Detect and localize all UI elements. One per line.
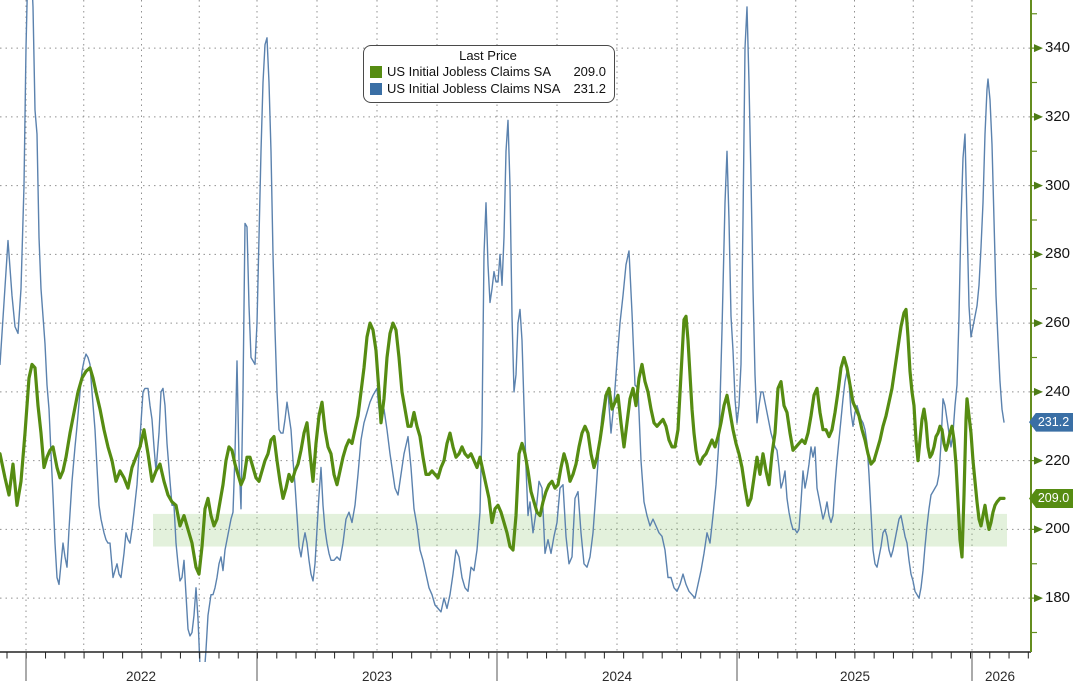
chart-legend: Last Price US Initial Jobless Claims SA … [363, 45, 615, 103]
y-axis-tick-label: 240 [1045, 382, 1071, 400]
y-tick-arrow-icon [1034, 525, 1043, 534]
y-tick-arrow-icon [1034, 181, 1043, 190]
y-tick-arrow-icon [1034, 594, 1043, 603]
legend-title: Last Price [459, 48, 517, 63]
y-axis-tick-label: 180 [1045, 589, 1071, 607]
legend-label-nsa: US Initial Jobless Claims NSA [387, 80, 561, 96]
x-axis-year-label: 2022 [125, 669, 157, 684]
y-axis-tick-label: 200 [1045, 520, 1071, 538]
y-axis-tick-label: 340 [1045, 39, 1071, 57]
gridlines [0, 0, 1031, 652]
legend-value-sa: 209.0 [573, 64, 606, 79]
legend-value-nsa: 231.2 [573, 80, 606, 96]
legend-swatch-nsa-icon [370, 83, 382, 96]
series-sa-line [0, 307, 1006, 576]
y-tick-arrow-icon [1034, 44, 1043, 53]
y-axis-tick-label: 220 [1045, 451, 1071, 469]
x-axis-year-label: 2026 [984, 669, 1016, 684]
y-tick-arrow-icon [1034, 387, 1043, 396]
y-tick-arrow-icon [1034, 112, 1043, 121]
last-price-badge-nsa: 231.2 [1029, 412, 1073, 432]
y-axis-tick-label: 280 [1045, 245, 1071, 263]
last-price-badge-sa: 209.0 [1029, 488, 1073, 508]
y-tick-arrow-icon [1034, 250, 1043, 259]
y-axis-tick-label: 300 [1045, 176, 1071, 194]
x-axis-year-label: 2024 [601, 669, 633, 684]
x-axis-year-label: 2023 [361, 669, 393, 684]
y-axis-tick-label: 320 [1045, 107, 1071, 125]
legend-swatch-sa-icon [370, 66, 382, 79]
x-axis-year-label: 2025 [839, 669, 871, 684]
legend-row-nsa: US Initial Jobless Claims NSA 231.2 [370, 81, 606, 98]
y-axis-tick-label: 260 [1045, 314, 1071, 332]
y-tick-arrow-icon [1034, 319, 1043, 328]
y-axis [1030, 0, 1043, 652]
x-axis [0, 651, 1031, 681]
legend-label-sa: US Initial Jobless Claims SA [387, 64, 551, 79]
y-tick-arrow-icon [1034, 456, 1043, 465]
legend-row-sa: US Initial Jobless Claims SA 209.0 [370, 64, 606, 81]
